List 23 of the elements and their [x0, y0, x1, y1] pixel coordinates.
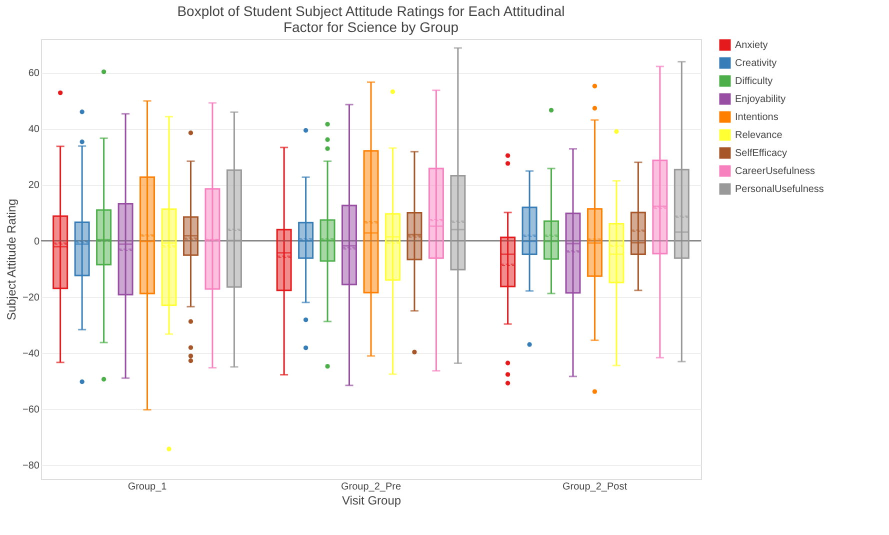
legend-label: CareerUsefulness [735, 166, 816, 177]
legend-label: Creativity [735, 58, 777, 69]
legend-label: Enjoyability [735, 94, 786, 105]
y-tick-label: −20 [22, 292, 40, 304]
legend-label: Intentions [735, 112, 778, 123]
y-tick-label: 20 [28, 180, 40, 192]
legend-label: Relevance [735, 130, 783, 141]
legend-label: Difficulty [735, 76, 773, 87]
y-tick-label: −80 [22, 460, 40, 472]
y-tick-label: −40 [22, 348, 40, 360]
y-tick-label: 0 [34, 236, 40, 248]
y-axis-title: Subject Attitude Rating [4, 198, 19, 320]
legend-label: SelfEfficacy [735, 148, 788, 159]
x-tick-label: Group_2_Pre [340, 482, 402, 492]
chart-title: Boxplot of Student Subject Attitude Ratings for Each Attitudinal Factor for Science by Group [177, 3, 565, 35]
y-tick-label: 60 [28, 68, 40, 80]
legend-label: Anxiety [735, 40, 768, 51]
x-tick-label: Group_1 [128, 482, 168, 492]
legend-label: PersonalUsefulness [735, 184, 824, 195]
y-tick-label: −60 [22, 404, 40, 416]
x-axis-title: Visit Group [342, 494, 402, 508]
y-tick-label: 40 [28, 124, 40, 136]
x-tick-label: Group_2_Post [562, 482, 628, 492]
